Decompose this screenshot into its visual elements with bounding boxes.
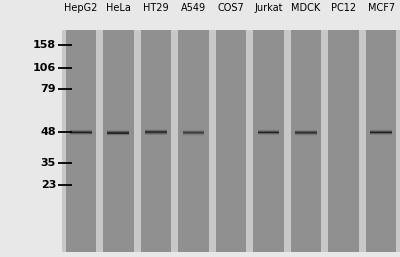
Bar bbox=[253, 30, 284, 252]
Text: PC12: PC12 bbox=[331, 3, 356, 13]
Text: 79: 79 bbox=[40, 84, 56, 94]
Text: 23: 23 bbox=[41, 180, 56, 190]
Bar bbox=[62, 30, 400, 252]
Text: 106: 106 bbox=[33, 63, 56, 73]
Bar bbox=[366, 30, 396, 252]
Bar bbox=[291, 30, 321, 252]
Bar bbox=[141, 30, 171, 252]
Text: COS7: COS7 bbox=[218, 3, 244, 13]
Bar bbox=[62, 0, 400, 30]
Text: 158: 158 bbox=[33, 40, 56, 50]
Text: 48: 48 bbox=[40, 127, 56, 137]
Text: Jurkat: Jurkat bbox=[254, 3, 283, 13]
Text: HepG2: HepG2 bbox=[64, 3, 98, 13]
Bar bbox=[0, 0, 62, 257]
Text: MDCK: MDCK bbox=[292, 3, 321, 13]
Text: 35: 35 bbox=[41, 158, 56, 168]
Bar bbox=[216, 30, 246, 252]
Bar bbox=[328, 30, 359, 252]
Bar bbox=[178, 30, 209, 252]
Bar bbox=[66, 30, 96, 252]
Text: HT29: HT29 bbox=[143, 3, 169, 13]
Text: A549: A549 bbox=[181, 3, 206, 13]
Bar bbox=[103, 30, 134, 252]
Text: HeLa: HeLa bbox=[106, 3, 131, 13]
Text: MCF7: MCF7 bbox=[368, 3, 395, 13]
